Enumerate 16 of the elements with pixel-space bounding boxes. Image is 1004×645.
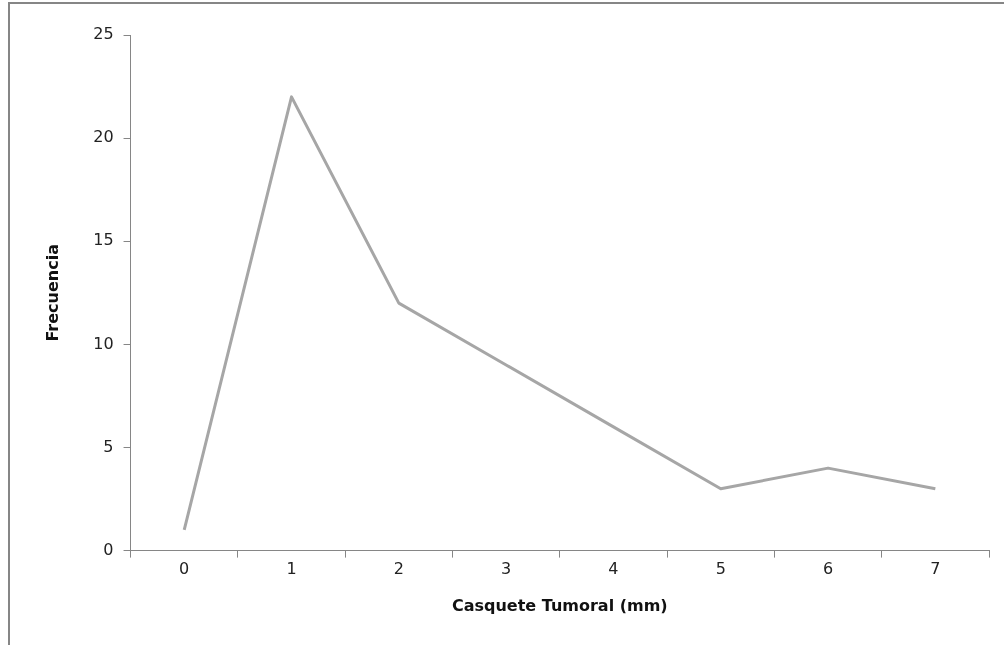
- x-tick-label: 7: [930, 559, 941, 579]
- x-tick-label: 5: [715, 559, 726, 579]
- x-tick-label: 1: [286, 559, 297, 579]
- y-tick-label: 15: [93, 230, 114, 250]
- y-tick-label: 25: [93, 24, 114, 44]
- x-tick-label: 2: [393, 559, 404, 579]
- y-tick-label: 20: [93, 127, 114, 147]
- y-tick-label: 5: [103, 436, 114, 456]
- y-tick-label: 0: [103, 539, 114, 559]
- y-tick-label: 10: [93, 333, 114, 353]
- x-tick-label: 6: [822, 559, 834, 579]
- x-tick-label: 3: [501, 559, 512, 579]
- x-axis-title: Casquete Tumoral (mm): [451, 595, 668, 615]
- x-tick-label: 0: [179, 559, 190, 579]
- y-axis-title: Frecuencia: [42, 244, 62, 342]
- x-tick-label: 4: [608, 559, 619, 579]
